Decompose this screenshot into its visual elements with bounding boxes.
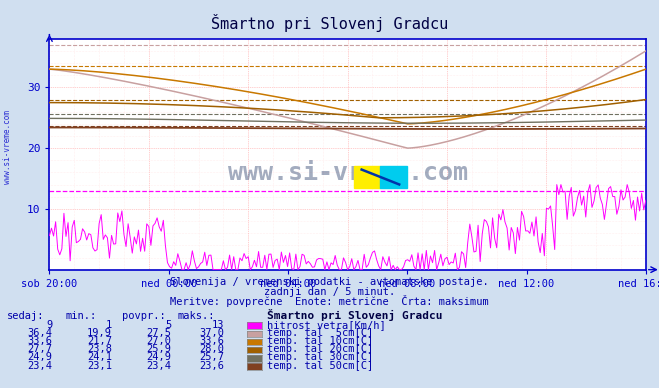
Text: 23,8: 23,8 — [87, 344, 112, 354]
Text: min.:: min.: — [66, 311, 97, 321]
Text: 23,1: 23,1 — [87, 360, 112, 371]
Text: www.si-vreme.com: www.si-vreme.com — [3, 111, 13, 184]
Text: Šmartno pri Slovenj Gradcu: Šmartno pri Slovenj Gradcu — [211, 14, 448, 31]
Text: 37,0: 37,0 — [199, 328, 224, 338]
Text: 33,6: 33,6 — [199, 336, 224, 346]
Text: 27,7: 27,7 — [28, 344, 53, 354]
Text: 36,4: 36,4 — [28, 328, 53, 338]
Text: 24,9: 24,9 — [146, 352, 171, 362]
Text: 23,4: 23,4 — [28, 360, 53, 371]
Text: 5: 5 — [165, 320, 171, 330]
Text: 33,6: 33,6 — [28, 336, 53, 346]
Text: Šmartno pri Slovenj Gradcu: Šmartno pri Slovenj Gradcu — [267, 309, 442, 321]
Text: temp. tal 10cm[C]: temp. tal 10cm[C] — [267, 336, 373, 346]
Text: Meritve: povprečne  Enote: metrične  Črta: maksimum: Meritve: povprečne Enote: metrične Črta:… — [170, 294, 489, 307]
Text: 27,5: 27,5 — [146, 328, 171, 338]
Text: temp. tal 20cm[C]: temp. tal 20cm[C] — [267, 344, 373, 354]
Bar — [380, 166, 407, 188]
Text: 28,0: 28,0 — [199, 344, 224, 354]
Text: sedaj:: sedaj: — [7, 311, 44, 321]
Text: 13: 13 — [212, 320, 224, 330]
Text: 24,9: 24,9 — [28, 352, 53, 362]
Text: 1: 1 — [106, 320, 112, 330]
Bar — [354, 166, 380, 188]
Text: povpr.:: povpr.: — [122, 311, 165, 321]
Text: 27,0: 27,0 — [146, 336, 171, 346]
Text: Slovenija / vremenski podatki - avtomatske postaje.: Slovenija / vremenski podatki - avtomats… — [170, 277, 489, 287]
Text: 9: 9 — [47, 320, 53, 330]
Text: 19,9: 19,9 — [87, 328, 112, 338]
Text: 24,1: 24,1 — [87, 352, 112, 362]
Text: www.si-vreme.com: www.si-vreme.com — [227, 161, 468, 185]
Text: 25,7: 25,7 — [199, 352, 224, 362]
Text: temp. tal 50cm[C]: temp. tal 50cm[C] — [267, 360, 373, 371]
Text: hitrost vetra[Km/h]: hitrost vetra[Km/h] — [267, 320, 386, 330]
Text: temp. tal 30cm[C]: temp. tal 30cm[C] — [267, 352, 373, 362]
Text: 21,7: 21,7 — [87, 336, 112, 346]
Text: maks.:: maks.: — [178, 311, 215, 321]
Text: zadnji dan / 5 minut.: zadnji dan / 5 minut. — [264, 287, 395, 297]
Text: temp. tal  5cm[C]: temp. tal 5cm[C] — [267, 328, 373, 338]
Text: 23,4: 23,4 — [146, 360, 171, 371]
Text: 25,9: 25,9 — [146, 344, 171, 354]
Text: 23,6: 23,6 — [199, 360, 224, 371]
